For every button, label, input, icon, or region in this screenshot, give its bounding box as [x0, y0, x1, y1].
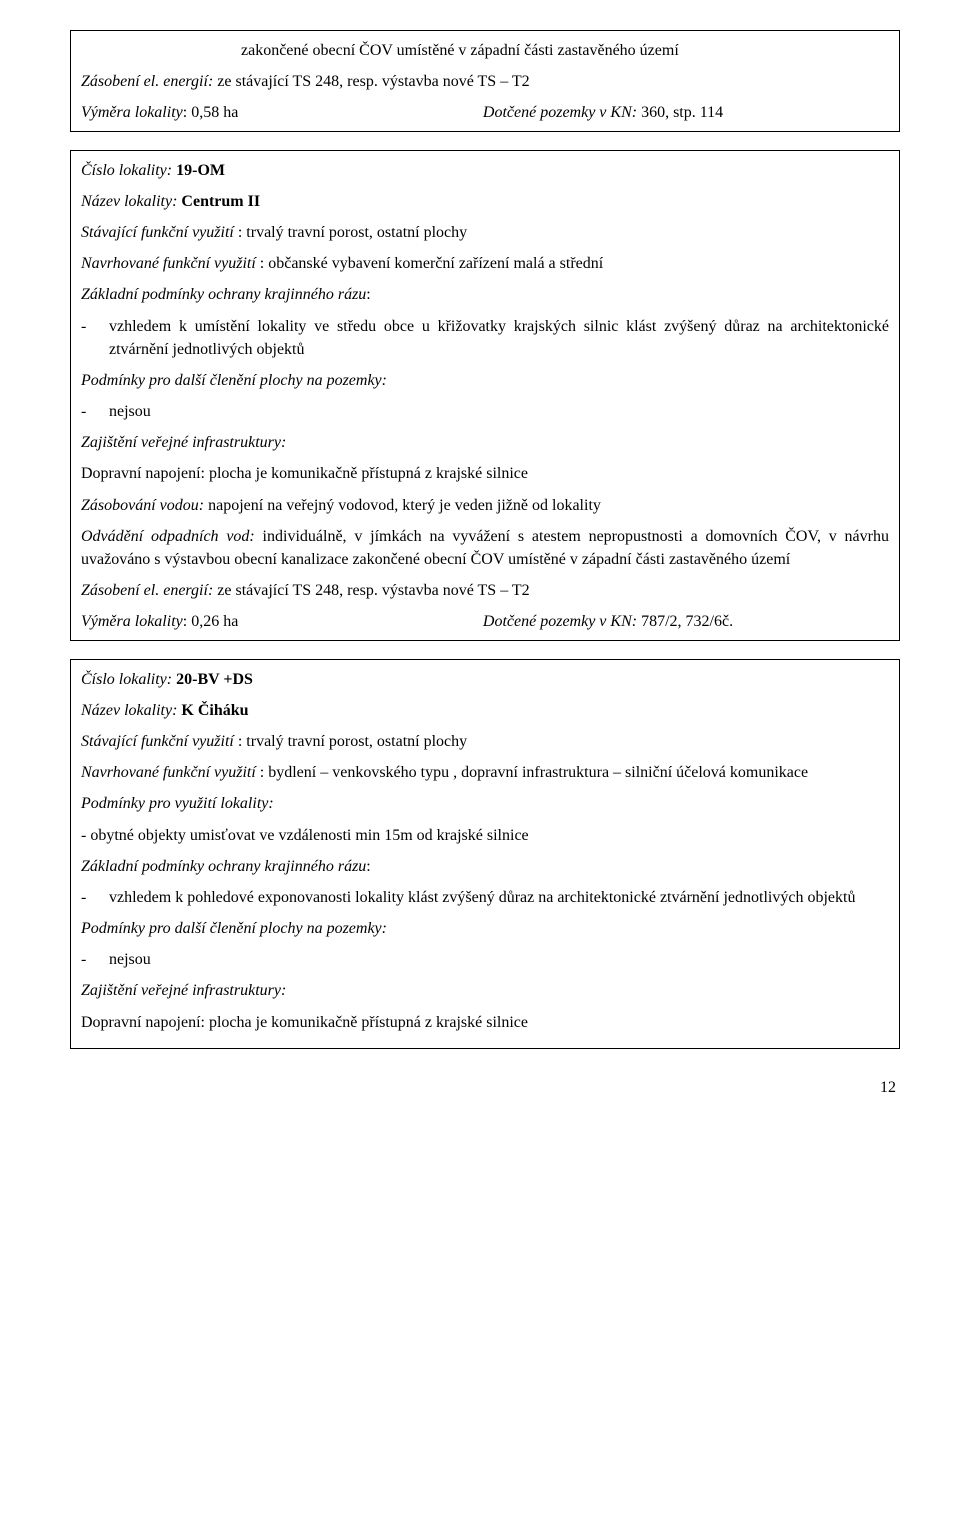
landscape-bullet: - vzhledem k pohledové exponovanosti lok…	[81, 886, 889, 909]
area-cell: Výměra lokality: 0,58 ha	[81, 101, 477, 124]
proposed-use-row: Navrhované funkční využití : bydlení – v…	[81, 761, 889, 784]
parcels-value: 360, stp. 114	[637, 104, 723, 121]
proposed-use-value: : občanské vybavení komerční zařízení ma…	[256, 255, 603, 272]
landscape-bullet-text: vzhledem k umístění lokality ve středu o…	[109, 315, 889, 361]
locality-name-row: Název lokality: Centrum II	[81, 190, 889, 213]
area-parcel-row: Výměra lokality: 0,58 ha Dotčené pozemky…	[81, 101, 889, 124]
transport-label: Dopravní napojení:	[81, 465, 205, 482]
locality-box-3: Číslo lokality: 20-BV +DS Název lokality…	[70, 659, 900, 1049]
existing-use-row: Stávající funkční využití : trvalý travn…	[81, 221, 889, 244]
cov-continuation-line: zakončené obecní ČOV umístěné v západní …	[81, 39, 889, 62]
subdivision-bullet-text: nejsou	[109, 400, 889, 423]
parcels-label: Dotčené pozemky v KN:	[483, 613, 637, 630]
infrastructure-label: Zajištění veřejné infrastruktury:	[81, 979, 889, 1002]
water-label: Zásobování vodou:	[81, 497, 204, 514]
subdivision-bullet: - nejsou	[81, 400, 889, 423]
proposed-use-value: : bydlení – venkovského typu , dopravní …	[256, 764, 808, 781]
water-value: napojení na veřejný vodovod, který je ve…	[204, 497, 601, 514]
page: zakončené obecní ČOV umístěné v západní …	[0, 0, 960, 1127]
dash-icon: -	[81, 400, 109, 423]
parcels-cell: Dotčené pozemky v KN: 360, stp. 114	[477, 101, 889, 124]
subdivision-bullet: - nejsou	[81, 948, 889, 971]
dash-icon: -	[81, 948, 109, 971]
parcels-cell: Dotčené pozemky v KN: 787/2, 732/6č.	[477, 610, 889, 633]
locality-box-2: Číslo lokality: 19-OM Název lokality: Ce…	[70, 150, 900, 641]
existing-use-value: : trvalý travní porost, ostatní plochy	[234, 224, 467, 241]
area-value: : 0,26 ha	[183, 613, 239, 630]
locality-name-row: Název lokality: K Čiháku	[81, 699, 889, 722]
locality-number-value: 20-BV +DS	[172, 671, 253, 688]
page-number: 12	[70, 1079, 900, 1097]
landscape-colon: :	[366, 286, 370, 303]
area-label: Výměra lokality	[81, 613, 183, 630]
transport-row: Dopravní napojení: plocha je komunikačně…	[81, 462, 889, 485]
subdivision-label: Podmínky pro další členění plochy na poz…	[81, 369, 889, 392]
locality-number-label: Číslo lokality:	[81, 162, 172, 179]
proposed-use-label: Navrhované funkční využití	[81, 255, 256, 272]
landscape-colon: :	[366, 858, 370, 875]
energy-row: Zásobení el. energií: ze stávající TS 24…	[81, 70, 889, 93]
locality-name-value: K Čiháku	[177, 702, 248, 719]
use-conditions-bullet: - obytné objekty umisťovat ve vzdálenost…	[81, 824, 889, 847]
transport-label: Dopravní napojení:	[81, 1014, 205, 1031]
locality-number-value: 19-OM	[172, 162, 225, 179]
dash-icon: -	[81, 315, 109, 361]
energy-label: Zásobení el. energií:	[81, 73, 213, 90]
existing-use-label: Stávající funkční využití	[81, 224, 234, 241]
transport-value: plocha je komunikačně přístupná z krajsk…	[205, 1014, 528, 1031]
waste-row: Odvádění odpadních vod: individuálně, v …	[81, 525, 889, 571]
area-cell: Výměra lokality: 0,26 ha	[81, 610, 477, 633]
energy-value: ze stávající TS 248, resp. výstavba nové…	[213, 73, 529, 90]
energy-row: Zásobení el. energií: ze stávající TS 24…	[81, 579, 889, 602]
use-conditions-label: Podmínky pro využití lokality:	[81, 792, 889, 815]
area-label: Výměra lokality	[81, 104, 183, 121]
parcels-value: 787/2, 732/6č.	[637, 613, 733, 630]
energy-value: ze stávající TS 248, resp. výstavba nové…	[213, 582, 529, 599]
landscape-label: Základní podmínky ochrany krajinného ráz…	[81, 286, 366, 303]
landscape-bullet: - vzhledem k umístění lokality ve středu…	[81, 315, 889, 361]
locality-box-1: zakončené obecní ČOV umístěné v západní …	[70, 30, 900, 132]
existing-use-label: Stávající funkční využití	[81, 733, 234, 750]
infrastructure-label: Zajištění veřejné infrastruktury:	[81, 431, 889, 454]
proposed-use-label: Navrhované funkční využití	[81, 764, 256, 781]
transport-row: Dopravní napojení: plocha je komunikačně…	[81, 1011, 889, 1034]
transport-value: plocha je komunikačně přístupná z krajsk…	[205, 465, 528, 482]
landscape-label: Základní podmínky ochrany krajinného ráz…	[81, 858, 366, 875]
water-row: Zásobování vodou: napojení na veřejný vo…	[81, 494, 889, 517]
waste-label: Odvádění odpadních vod:	[81, 528, 255, 545]
locality-number-row: Číslo lokality: 20-BV +DS	[81, 668, 889, 691]
subdivision-bullet-text: nejsou	[109, 948, 889, 971]
existing-use-row: Stávající funkční využití : trvalý travn…	[81, 730, 889, 753]
landscape-bullet-text: vzhledem k pohledové exponovanosti lokal…	[109, 886, 889, 909]
area-value: : 0,58 ha	[183, 104, 239, 121]
proposed-use-row: Navrhované funkční využití : občanské vy…	[81, 252, 889, 275]
area-parcel-row: Výměra lokality: 0,26 ha Dotčené pozemky…	[81, 610, 889, 633]
dash-icon: -	[81, 886, 109, 909]
locality-number-row: Číslo lokality: 19-OM	[81, 159, 889, 182]
locality-name-value: Centrum II	[177, 193, 260, 210]
landscape-label-row: Základní podmínky ochrany krajinného ráz…	[81, 283, 889, 306]
parcels-label: Dotčené pozemky v KN:	[483, 104, 637, 121]
energy-label: Zásobení el. energií:	[81, 582, 213, 599]
locality-name-label: Název lokality:	[81, 702, 177, 719]
landscape-label-row: Základní podmínky ochrany krajinného ráz…	[81, 855, 889, 878]
subdivision-label: Podmínky pro další členění plochy na poz…	[81, 917, 889, 940]
locality-name-label: Název lokality:	[81, 193, 177, 210]
locality-number-label: Číslo lokality:	[81, 671, 172, 688]
existing-use-value: : trvalý travní porost, ostatní plochy	[234, 733, 467, 750]
